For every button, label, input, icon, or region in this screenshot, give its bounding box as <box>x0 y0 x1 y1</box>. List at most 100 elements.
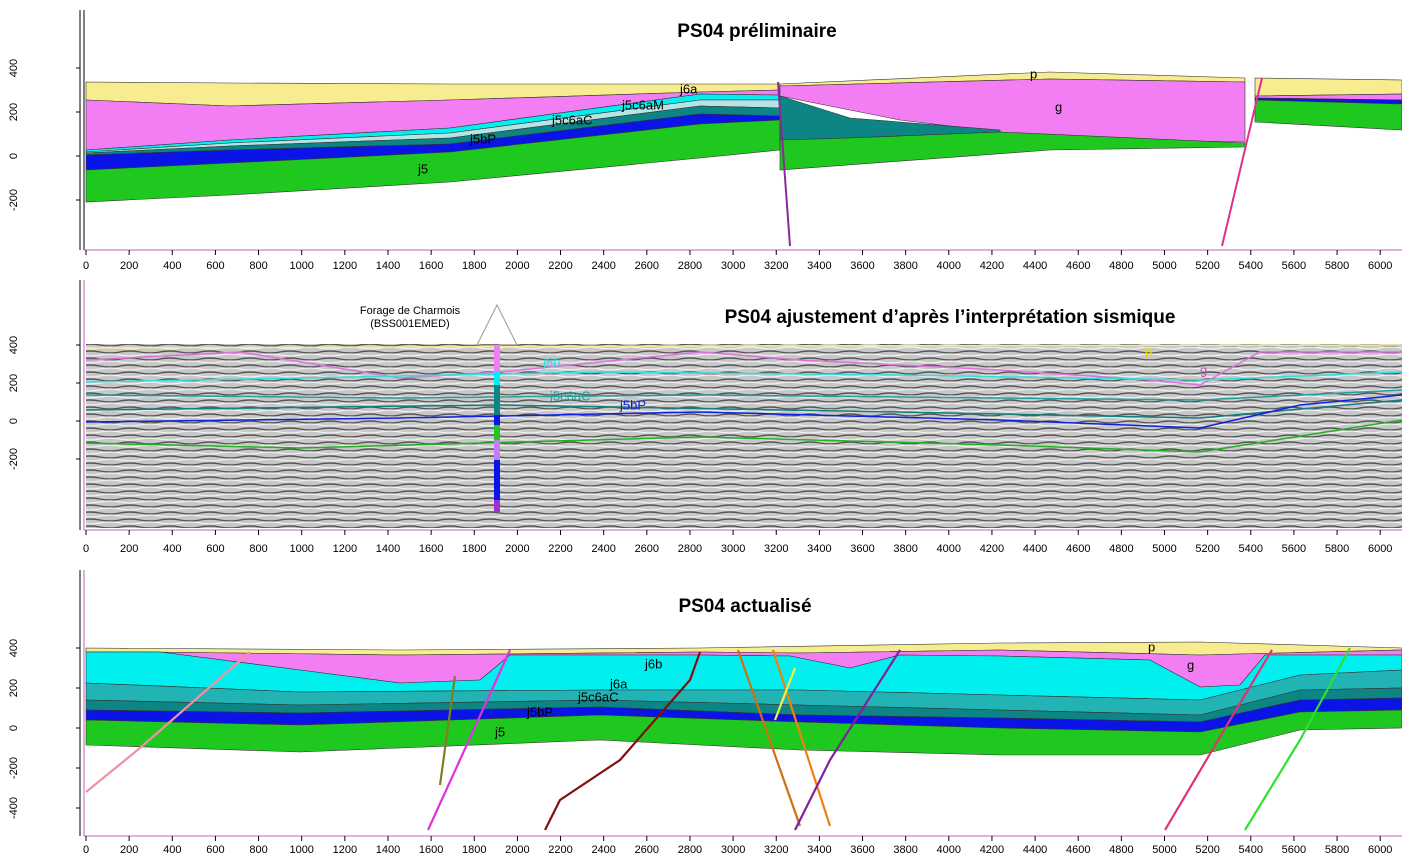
panel-title: PS04 actualisé <box>678 596 811 617</box>
x-tick-label: 3800 <box>893 844 917 856</box>
well-code: (BSS001EMED) <box>370 318 449 330</box>
x-tick-label: 2000 <box>505 260 529 272</box>
layer <box>1255 78 1402 96</box>
x-tick-label: 5400 <box>1239 844 1263 856</box>
well-segment <box>494 460 500 500</box>
x-tick-label: 5200 <box>1195 844 1219 856</box>
y-tick-label: 200 <box>8 374 20 392</box>
layer-label: j5c6aC <box>549 388 590 403</box>
x-tick-label: 5000 <box>1152 260 1176 272</box>
x-tick-label: 2000 <box>505 543 529 555</box>
x-tick-label: 2200 <box>548 260 572 272</box>
x-tick-label: 800 <box>249 260 267 272</box>
x-tick-label: 0 <box>83 260 89 272</box>
layer-label: j5bP <box>619 397 646 412</box>
x-tick-label: 3000 <box>721 543 745 555</box>
x-tick-label: 4400 <box>1023 543 1047 555</box>
layer <box>1255 100 1402 130</box>
layer-label: j5c6aM <box>621 97 664 112</box>
layer-label: j5c6aC <box>551 112 592 127</box>
x-tick-label: 1600 <box>419 844 443 856</box>
x-tick-label: 200 <box>120 543 138 555</box>
x-tick-label: 1400 <box>376 844 400 856</box>
x-tick-label: 4800 <box>1109 260 1133 272</box>
x-tick-label: 5400 <box>1239 543 1263 555</box>
x-tick-label: 6000 <box>1368 844 1392 856</box>
x-tick-label: 800 <box>249 844 267 856</box>
y-tick-label: -200 <box>8 448 20 470</box>
x-tick-label: 2400 <box>591 260 615 272</box>
x-tick-label: 5800 <box>1325 543 1349 555</box>
x-tick-label: 1400 <box>376 260 400 272</box>
layer-label: j6a <box>679 81 698 96</box>
x-tick-label: 2600 <box>635 260 659 272</box>
layer-label: g <box>1187 657 1194 672</box>
x-tick-label: 3200 <box>764 844 788 856</box>
figure: Forage de Charmois (BSS001EMED) PS04 pré… <box>0 0 1402 860</box>
x-tick-label: 5000 <box>1152 844 1176 856</box>
x-tick-label: 600 <box>206 543 224 555</box>
layer-label: j6b <box>542 354 560 369</box>
y-tick-label: 400 <box>8 336 20 354</box>
x-tick-label: 5400 <box>1239 260 1263 272</box>
x-tick-label: 2200 <box>548 543 572 555</box>
x-tick-label: 5800 <box>1325 260 1349 272</box>
well-column <box>494 345 500 512</box>
x-tick-label: 3200 <box>764 260 788 272</box>
x-tick-label: 0 <box>83 543 89 555</box>
y-tick-label: -400 <box>8 797 20 819</box>
x-tick-label: 4000 <box>937 543 961 555</box>
layer-label: p <box>1145 343 1152 358</box>
well-marker <box>477 305 517 345</box>
x-tick-label: 2800 <box>678 543 702 555</box>
x-tick-label: 4800 <box>1109 543 1133 555</box>
x-tick-label: 1800 <box>462 844 486 856</box>
x-tick-label: 2200 <box>548 844 572 856</box>
x-tick-label: 400 <box>163 844 181 856</box>
x-tick-label: 3800 <box>893 543 917 555</box>
x-tick-label: 5000 <box>1152 543 1176 555</box>
x-tick-label: 5600 <box>1282 543 1306 555</box>
x-tick-label: 3400 <box>807 260 831 272</box>
x-tick-label: 1000 <box>289 260 313 272</box>
well-name: Forage de Charmois <box>360 305 461 317</box>
x-tick-label: 1800 <box>462 260 486 272</box>
x-tick-label: 2800 <box>678 844 702 856</box>
x-tick-label: 2400 <box>591 543 615 555</box>
layer-label: g <box>1200 362 1207 377</box>
layer-label: g <box>1055 99 1062 114</box>
x-tick-label: 5600 <box>1282 260 1306 272</box>
x-tick-label: 3600 <box>850 543 874 555</box>
layer-label: j5 <box>494 724 505 739</box>
y-tick-label: -200 <box>8 757 20 779</box>
x-tick-label: 0 <box>83 844 89 856</box>
well-segment <box>494 385 500 415</box>
x-tick-label: 4400 <box>1023 260 1047 272</box>
x-tick-label: 3400 <box>807 844 831 856</box>
x-tick-label: 400 <box>163 260 181 272</box>
x-tick-label: 4200 <box>980 260 1004 272</box>
x-tick-label: 1600 <box>419 260 443 272</box>
layer-label: j5bP <box>526 704 553 719</box>
layer-label: p <box>1030 66 1037 81</box>
layer-label: j6b <box>644 656 662 671</box>
x-tick-label: 3600 <box>850 260 874 272</box>
x-tick-label: 1200 <box>333 844 357 856</box>
x-tick-label: 4600 <box>1066 543 1090 555</box>
y-tick-label: 0 <box>8 153 20 159</box>
panel-title: PS04 préliminaire <box>677 21 836 42</box>
x-tick-label: 3600 <box>850 844 874 856</box>
x-tick-label: 200 <box>120 260 138 272</box>
layer-label: p <box>1148 639 1155 654</box>
panel-title: PS04 ajustement d’après l’interprétation… <box>725 307 1176 328</box>
x-tick-label: 200 <box>120 844 138 856</box>
y-tick-label: 400 <box>8 639 20 657</box>
x-tick-label: 800 <box>249 543 267 555</box>
x-tick-label: 3400 <box>807 543 831 555</box>
well-segment <box>494 372 500 385</box>
x-tick-label: 3000 <box>721 844 745 856</box>
y-tick-label: 0 <box>8 418 20 424</box>
x-tick-label: 3000 <box>721 260 745 272</box>
y-tick-label: -200 <box>8 189 20 211</box>
x-tick-label: 600 <box>206 844 224 856</box>
